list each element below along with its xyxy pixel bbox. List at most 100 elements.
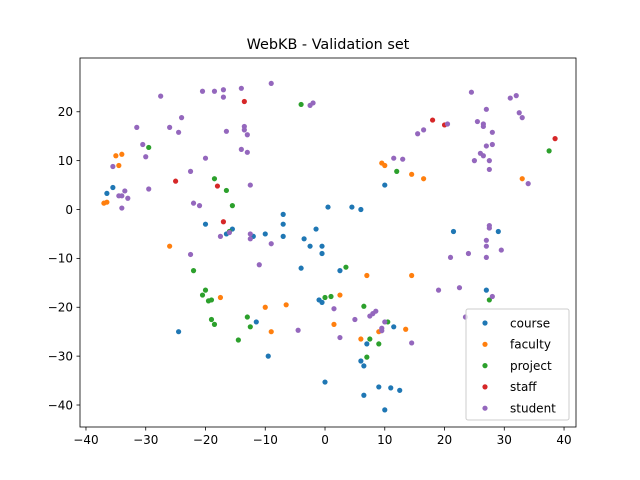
data-point-student bbox=[468, 89, 475, 95]
data-point-student bbox=[352, 316, 358, 323]
data-point-student bbox=[220, 94, 227, 100]
data-point-student bbox=[119, 205, 125, 211]
data-point-student bbox=[489, 129, 495, 135]
data-point-course bbox=[322, 379, 328, 385]
data-point-student bbox=[220, 87, 227, 93]
data-point-student bbox=[456, 285, 463, 291]
data-point-course bbox=[280, 211, 286, 217]
data-point-course bbox=[307, 243, 313, 249]
plot-area-frame bbox=[79, 57, 577, 428]
data-point-course bbox=[253, 319, 259, 325]
data-point-project bbox=[394, 168, 400, 174]
data-point-student bbox=[110, 163, 116, 170]
data-point-student bbox=[483, 243, 489, 249]
data-point-student bbox=[486, 166, 492, 173]
data-point-course bbox=[364, 341, 370, 347]
data-point-student bbox=[489, 293, 495, 300]
data-point-student bbox=[247, 182, 253, 188]
data-point-student bbox=[471, 158, 478, 164]
data-point-student bbox=[140, 141, 146, 148]
data-point-course bbox=[298, 265, 304, 271]
data-point-student bbox=[435, 287, 442, 293]
x-tick-label: 0 bbox=[321, 433, 329, 447]
legend-marker-student bbox=[482, 405, 488, 411]
data-point-course bbox=[176, 329, 182, 335]
data-point-faculty bbox=[409, 272, 415, 279]
x-tick-label: −30 bbox=[133, 433, 158, 447]
data-point-staff bbox=[241, 98, 247, 105]
y-tick-label: −20 bbox=[48, 301, 73, 315]
data-point-student bbox=[143, 154, 149, 160]
data-point-faculty bbox=[409, 171, 415, 177]
data-point-student bbox=[400, 156, 406, 162]
data-point-project bbox=[199, 292, 206, 298]
data-point-course bbox=[397, 387, 403, 393]
data-point-student bbox=[247, 231, 253, 237]
data-point-faculty bbox=[337, 292, 343, 298]
data-point-student bbox=[238, 85, 244, 91]
legend-marker-faculty bbox=[482, 341, 488, 347]
legend-marker-course bbox=[482, 320, 488, 326]
x-tick-label: −20 bbox=[193, 433, 218, 447]
data-point-student bbox=[415, 131, 421, 137]
data-point-course bbox=[262, 231, 268, 237]
x-tick-label: −40 bbox=[73, 433, 98, 447]
data-point-student bbox=[483, 237, 489, 243]
series-faculty bbox=[101, 151, 525, 342]
data-point-course bbox=[358, 358, 364, 364]
data-point-course bbox=[202, 221, 209, 227]
data-point-student bbox=[187, 251, 194, 258]
data-point-student bbox=[421, 127, 427, 133]
data-point-student bbox=[483, 254, 489, 261]
data-point-course bbox=[301, 236, 307, 242]
data-point-staff bbox=[214, 183, 221, 189]
x-tick-label: 40 bbox=[556, 433, 571, 447]
data-point-staff bbox=[220, 219, 227, 225]
data-point-project bbox=[247, 324, 253, 330]
x-tick-label: −10 bbox=[253, 433, 278, 447]
data-point-student bbox=[190, 200, 197, 206]
data-point-course bbox=[361, 392, 367, 398]
data-point-project bbox=[322, 294, 328, 301]
data-point-course bbox=[391, 324, 397, 330]
data-point-course bbox=[382, 407, 388, 413]
data-point-project bbox=[190, 268, 197, 274]
data-point-faculty bbox=[268, 329, 274, 335]
data-point-student bbox=[226, 229, 232, 236]
data-point-student bbox=[268, 241, 274, 247]
data-point-course bbox=[483, 287, 489, 293]
data-point-course bbox=[280, 233, 286, 239]
legend-label-course: course bbox=[510, 316, 550, 330]
data-point-student bbox=[486, 225, 492, 231]
data-point-student bbox=[217, 233, 224, 239]
series-student bbox=[110, 80, 531, 346]
data-point-faculty bbox=[421, 176, 427, 182]
data-point-student bbox=[513, 93, 519, 99]
data-point-faculty bbox=[283, 302, 289, 308]
data-point-project bbox=[361, 303, 367, 309]
data-point-student bbox=[158, 93, 164, 99]
data-point-project bbox=[229, 203, 235, 209]
data-point-course bbox=[319, 299, 325, 305]
data-point-project bbox=[364, 354, 370, 360]
data-point-course bbox=[337, 268, 343, 274]
data-point-student bbox=[519, 115, 525, 121]
legend-box bbox=[465, 308, 570, 421]
data-point-project bbox=[211, 321, 218, 327]
y-tick-label: −30 bbox=[48, 349, 73, 363]
y-tick-label: 20 bbox=[58, 105, 73, 119]
x-tick-label: 20 bbox=[437, 433, 452, 447]
data-point-student bbox=[480, 123, 486, 130]
data-point-project bbox=[376, 341, 382, 347]
data-point-project bbox=[208, 316, 215, 323]
data-point-student bbox=[122, 188, 128, 194]
data-point-student bbox=[244, 149, 250, 155]
data-point-course bbox=[325, 204, 331, 210]
data-point-project bbox=[208, 297, 215, 303]
data-point-student bbox=[134, 124, 140, 130]
data-point-student bbox=[373, 308, 379, 314]
legend-label-student: student bbox=[510, 402, 556, 416]
data-point-student bbox=[483, 143, 489, 149]
data-point-project bbox=[146, 144, 152, 151]
